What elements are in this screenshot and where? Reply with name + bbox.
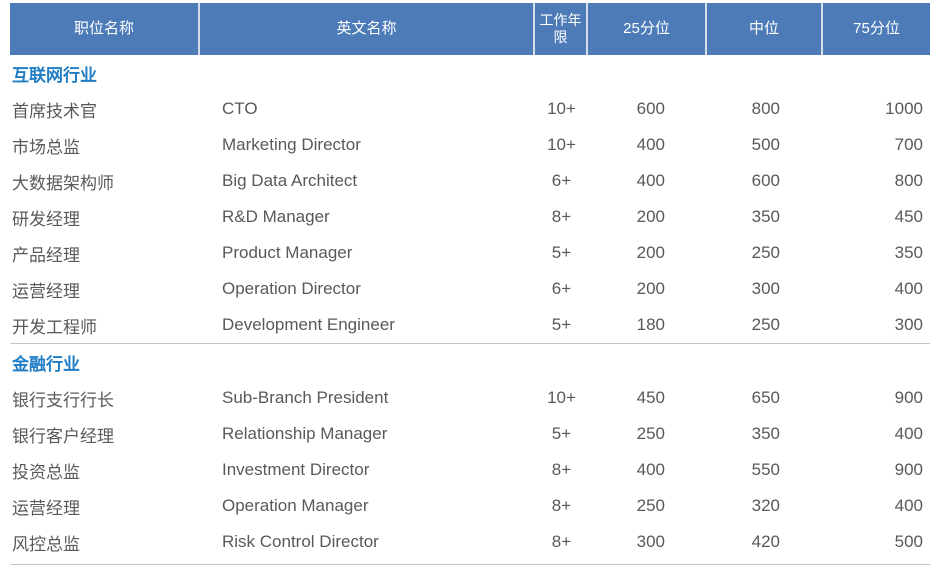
cell-work-years: 5+ [551,424,572,443]
table-row: 运营经理 Operation Manager 8+ 250 320 400 [10,488,930,524]
cell-work-years: 5+ [551,315,572,334]
cell-25th-percentile: 400 [636,460,665,479]
cell-25th-percentile: 250 [636,496,665,515]
cell-work-years: 10+ [547,388,576,407]
cell-25th-percentile: 300 [636,532,665,551]
cell-work-years: 10+ [547,99,576,118]
cell-english-name: Big Data Architect [222,171,358,190]
cell-25th-percentile: 200 [636,279,665,298]
column-header-work-years: 工作年限 [535,3,588,55]
cell-position-name: 运营经理 [12,281,80,301]
cell-position-name: 研发经理 [12,209,80,229]
cell-work-years: 8+ [551,207,572,226]
cell-median: 320 [751,496,780,515]
cell-75th-percentile: 450 [894,207,923,226]
cell-25th-percentile: 450 [636,388,665,407]
cell-25th-percentile: 200 [636,207,665,226]
cell-75th-percentile: 400 [894,279,923,298]
cell-25th-percentile: 400 [636,171,665,190]
cell-work-years: 8+ [551,460,572,479]
cell-position-name: 运营经理 [12,498,80,518]
cell-position-name: 银行客户经理 [12,426,114,446]
cell-median: 500 [751,135,780,154]
cell-position-name: 市场总监 [12,137,80,157]
cell-work-years: 6+ [551,171,572,190]
section-title-internet-industry: 互联网行业 [12,65,97,85]
section-title-finance-industry: 金融行业 [12,354,80,374]
cell-position-name: 大数据架构师 [12,173,114,193]
cell-median: 250 [751,243,780,262]
table-row: 银行支行行长 Sub-Branch President 10+ 450 650 … [10,380,930,416]
cell-75th-percentile: 900 [894,388,923,407]
column-header-position-name: 职位名称 [10,3,200,55]
cell-work-years: 5+ [551,243,572,262]
table-row: 开发工程师 Development Engineer 5+ 180 250 30… [10,307,930,343]
cell-position-name: 银行支行行长 [12,390,114,410]
cell-english-name: Operation Director [222,279,361,298]
cell-position-name: 投资总监 [12,462,80,482]
cell-work-years: 10+ [547,135,576,154]
cell-75th-percentile: 1000 [885,99,923,118]
cell-median: 600 [751,171,780,190]
cell-position-name: 产品经理 [12,245,80,265]
cell-median: 420 [751,532,780,551]
cell-position-name: 首席技术官 [12,101,97,121]
cell-english-name: R&D Manager [222,207,330,226]
column-header-75th-percentile: 75分位 [853,20,900,37]
cell-median: 800 [751,99,780,118]
cell-75th-percentile: 900 [894,460,923,479]
cell-english-name: Relationship Manager [222,424,388,443]
cell-75th-percentile: 350 [894,243,923,262]
table-row: 投资总监 Investment Director 8+ 400 550 900 [10,452,930,488]
column-header-median: 中位 [707,3,823,55]
cell-75th-percentile: 300 [894,315,923,334]
cell-median: 350 [751,424,780,443]
table-row: 大数据架构师 Big Data Architect 6+ 400 600 800 [10,163,930,199]
cell-25th-percentile: 200 [636,243,665,262]
cell-english-name: Risk Control Director [222,532,379,551]
cell-english-name: Sub-Branch President [222,388,389,407]
cell-english-name: Development Engineer [222,315,395,334]
cell-75th-percentile: 500 [894,532,923,551]
cell-english-name: Product Manager [222,243,353,262]
cell-work-years: 8+ [551,532,572,551]
cell-position-name: 风控总监 [12,534,80,554]
cell-median: 300 [751,279,780,298]
cell-75th-percentile: 400 [894,424,923,443]
salary-table: 职位名称 英文名称 工作年限 25分位 中位 75分位 互联网行业 首席技术官 … [10,3,930,565]
cell-median: 550 [751,460,780,479]
cell-position-name: 开发工程师 [12,317,97,337]
cell-english-name: Investment Director [222,460,370,479]
cell-median: 350 [751,207,780,226]
table-bottom-rule [10,564,930,565]
cell-work-years: 6+ [551,279,572,298]
table-row: 首席技术官 CTO 10+ 600 800 1000 [10,91,930,127]
cell-75th-percentile: 700 [894,135,923,154]
cell-25th-percentile: 400 [636,135,665,154]
cell-25th-percentile: 250 [636,424,665,443]
cell-english-name: Operation Manager [222,496,369,515]
table-row: 市场总监 Marketing Director 10+ 400 500 700 [10,127,930,163]
cell-english-name: CTO [222,99,258,118]
column-header-25th-percentile: 25分位 [588,3,707,55]
table-row: 研发经理 R&D Manager 8+ 200 350 450 [10,199,930,235]
cell-25th-percentile: 600 [636,99,665,118]
table-header-row: 职位名称 英文名称 工作年限 25分位 中位 75分位 [10,3,930,55]
cell-work-years: 8+ [551,496,572,515]
table-row: 银行客户经理 Relationship Manager 5+ 250 350 4… [10,416,930,452]
cell-75th-percentile: 800 [894,171,923,190]
cell-english-name: Marketing Director [222,135,361,154]
cell-median: 650 [751,388,780,407]
column-header-english-name: 英文名称 [200,3,535,55]
table-row: 产品经理 Product Manager 5+ 200 250 350 [10,235,930,271]
table-row: 运营经理 Operation Director 6+ 200 300 400 [10,271,930,307]
table-row: 风控总监 Risk Control Director 8+ 300 420 50… [10,524,930,560]
cell-75th-percentile: 400 [894,496,923,515]
cell-25th-percentile: 180 [636,315,665,334]
cell-median: 250 [751,315,780,334]
section-divider [10,343,930,344]
